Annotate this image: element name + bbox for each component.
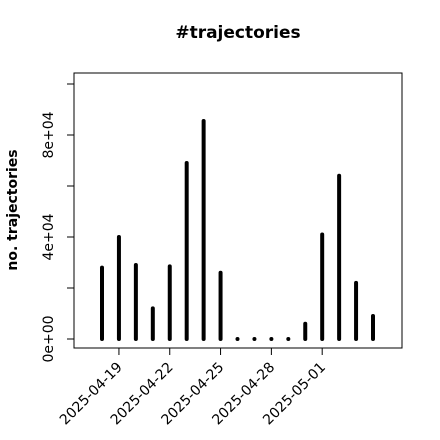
y-tick-label: 0e+00 xyxy=(41,315,57,362)
y-tick-label: 4e+04 xyxy=(41,213,57,260)
y-axis-label: no. trajectories xyxy=(5,149,21,270)
plot-box xyxy=(73,72,403,349)
chart-title: #trajectories xyxy=(175,23,300,43)
y-tick-label: 8e+04 xyxy=(41,111,57,158)
